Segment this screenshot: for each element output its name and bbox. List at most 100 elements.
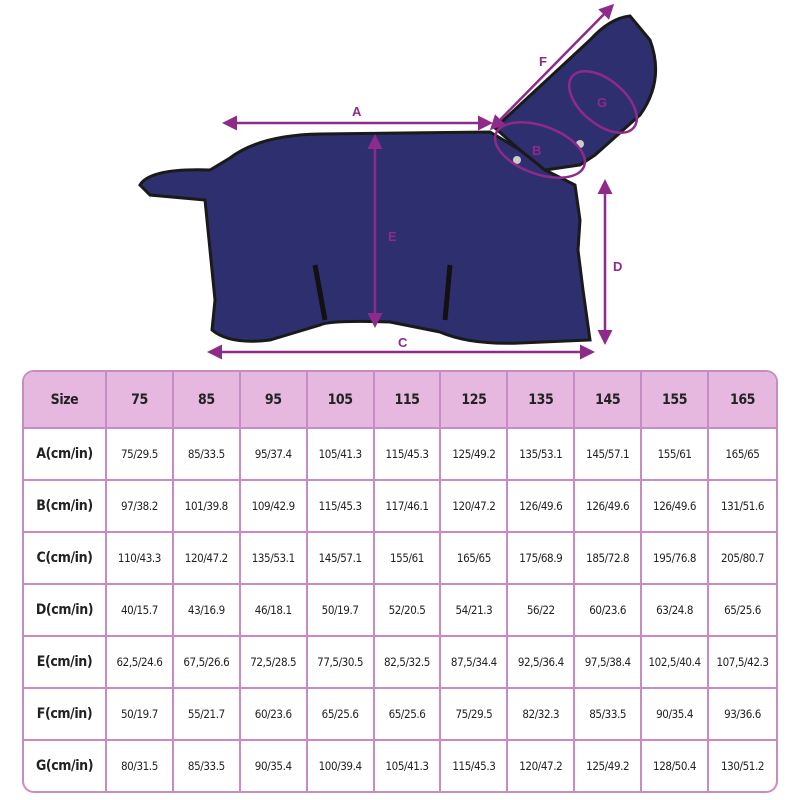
- label-e: E: [388, 229, 397, 244]
- table-cell: 117/46.1: [374, 481, 442, 533]
- header-size-145: 145: [575, 372, 643, 429]
- table-cell: 56/22: [508, 585, 576, 637]
- row-label: D(cm/in): [24, 585, 107, 637]
- table-cell: 92,5/36.4: [508, 637, 576, 689]
- table-cell: 80/31.5: [107, 741, 174, 791]
- table-cell: 101/39.8: [173, 481, 241, 533]
- table-cell: 115/45.3: [441, 741, 509, 791]
- label-f: F: [539, 54, 547, 69]
- measurement-arrows: [207, 3, 638, 360]
- header-size-135: 135: [508, 372, 576, 429]
- table-row: D(cm/in) 40/15.7 43/16.9 46/18.1 50/19.7 52/2…: [24, 585, 776, 637]
- table-cell: 95/37.4: [240, 429, 308, 481]
- table-cell: 90/35.4: [642, 689, 710, 741]
- label-d: D: [613, 259, 622, 274]
- table-cell: 195/76.8: [642, 533, 710, 585]
- table-cell: 85/33.5: [173, 429, 241, 481]
- header-size-155: 155: [642, 372, 710, 429]
- blanket-body: [138, 14, 658, 345]
- table-cell: 155/61: [374, 533, 442, 585]
- table-cell: 126/49.6: [642, 481, 710, 533]
- table-cell: 75/29.5: [107, 429, 174, 481]
- table-cell: 135/53.1: [508, 429, 576, 481]
- table-cell: 165/65: [441, 533, 509, 585]
- table-cell: 62,5/24.6: [107, 637, 174, 689]
- table-cell: 175/68.9: [508, 533, 576, 585]
- table-cell: 40/15.7: [107, 585, 174, 637]
- table-cell: 54/21.3: [441, 585, 509, 637]
- table-cell: 67,5/26.6: [173, 637, 241, 689]
- table-cell: 72,5/28.5: [240, 637, 308, 689]
- table-cell: 90/35.4: [241, 741, 308, 791]
- table-cell: 131/51.6: [709, 481, 776, 533]
- table-cell: 115/45.3: [374, 429, 442, 481]
- table-cell: 165/65: [709, 429, 776, 481]
- table-cell: 93/36.6: [709, 689, 776, 741]
- table-cell: 145/57.1: [307, 533, 375, 585]
- row-label: F(cm/in): [24, 689, 107, 741]
- table-cell: 87,5/34.4: [441, 637, 509, 689]
- table-cell: 120/47.2: [508, 741, 576, 791]
- table-cell: 155/61: [642, 429, 710, 481]
- table-row: C(cm/in) 110/43.3 120/47.2 135/53.1 145/57.1…: [24, 533, 776, 585]
- table-cell: 82/32.3: [508, 689, 576, 741]
- row-label: C(cm/in): [24, 533, 107, 585]
- table-cell: 125/49.2: [441, 429, 509, 481]
- table-cell: 85/33.5: [174, 741, 241, 791]
- table-cell: 125/49.2: [575, 741, 643, 791]
- table-cell: 130/51.2: [720, 759, 765, 773]
- table-cell: 100/39.4: [308, 741, 375, 791]
- table-cell: 97,5/38.4: [575, 637, 643, 689]
- table-cell: 126/49.6: [508, 481, 576, 533]
- row-label: A(cm/in): [24, 429, 107, 481]
- label-b: B: [532, 143, 541, 158]
- table-cell: 60/23.6: [575, 585, 643, 637]
- table-cell: 65/25.6: [374, 689, 442, 741]
- size-chart-table: Size 75 85 95 105 115 125 135 145 155 165 A(cm/in)…: [22, 370, 778, 793]
- table-cell: 135/53.1: [240, 533, 308, 585]
- table-row: E(cm/in) 62,5/24.6 67,5/26.6 72,5/28.5 77,5/…: [24, 637, 776, 689]
- table-cell: 185/72.8: [575, 533, 643, 585]
- table-cell: 77,5/30.5: [307, 637, 375, 689]
- table-cell: 107,5/42.3: [709, 637, 776, 689]
- row-label: G(cm/in): [24, 741, 107, 791]
- table-cell: 43/16.9: [173, 585, 241, 637]
- table-cell: 46/18.1: [240, 585, 308, 637]
- header-size-85: 85: [173, 372, 241, 429]
- header-size-125: 125: [441, 372, 509, 429]
- table-cell: 126/49.6: [575, 481, 643, 533]
- horse-blanket-diagram: A B C D E F G: [138, 3, 658, 360]
- table-cell: 128/50.4: [642, 741, 710, 791]
- table-cell: 105/41.3: [307, 429, 375, 481]
- table-cell: 85/33.5: [575, 689, 643, 741]
- row-label: E(cm/in): [24, 637, 107, 689]
- table-cell: 97/38.2: [107, 481, 174, 533]
- table-cell: 110/43.3: [107, 533, 174, 585]
- header-size-165: 165: [709, 372, 776, 429]
- table-cell: 65/25.6: [709, 585, 776, 637]
- table-row: G(cm/in) 80/31.5 85/33.5 90/35.4 100/39.4 105…: [24, 741, 776, 791]
- table-cell: 55/21.7: [173, 689, 241, 741]
- label-c: C: [398, 335, 408, 350]
- table-cell: 52/20.5: [374, 585, 442, 637]
- table-cell: 65/25.6: [307, 689, 375, 741]
- table-row: B(cm/in) 97/38.2 101/39.8 109/42.9 115/45.3 1…: [24, 481, 776, 533]
- buckle-icon: [513, 156, 521, 164]
- table-cell: 109/42.9: [240, 481, 308, 533]
- table-row: F(cm/in) 50/19.7 55/21.7 60/23.6 65/25.6 65/2…: [24, 689, 776, 741]
- table-cell: 205/80.7: [709, 533, 776, 585]
- table-cell: 50/19.7: [107, 689, 174, 741]
- table-cell: 120/47.2: [173, 533, 241, 585]
- label-g: G: [597, 95, 607, 110]
- table-cell: 105/41.3: [375, 741, 442, 791]
- table-cell: 63/24.8: [642, 585, 710, 637]
- table-cell: 115/45.3: [307, 481, 375, 533]
- label-a: A: [352, 104, 362, 119]
- table-row: A(cm/in) 75/29.5 85/33.5 95/37.4 105/41.3 115…: [24, 429, 776, 481]
- header-size-95: 95: [240, 372, 308, 429]
- table-cell: 120/47.2: [441, 481, 509, 533]
- table-cell: 102,5/40.4: [642, 637, 710, 689]
- table-cell: 75/29.5: [441, 689, 509, 741]
- table-cell: 82,5/32.5: [374, 637, 442, 689]
- header-size-115: 115: [374, 372, 442, 429]
